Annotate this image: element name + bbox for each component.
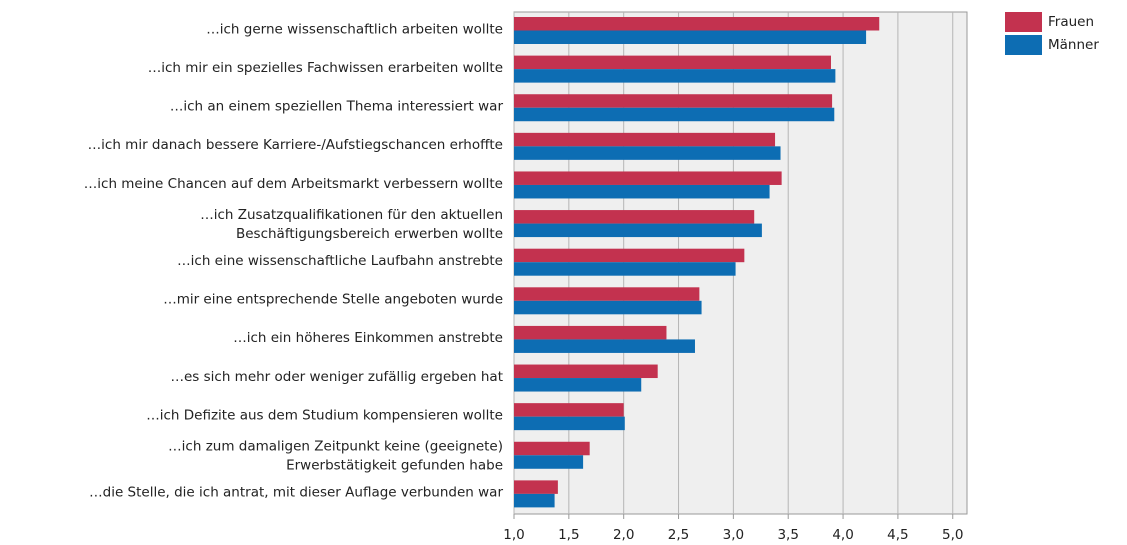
y-tick-label: …mir eine entsprechende Stelle angeboten… — [163, 292, 503, 308]
y-tick-label: …ich zum damaligen Zeitpunkt keine (geei… — [168, 439, 503, 455]
y-tick-label: Erwerbstätigkeit gefunden habe — [286, 458, 503, 474]
bar — [514, 55, 831, 70]
bar — [514, 480, 558, 494]
y-tick-label: …ich Zusatzqualifikationen für den aktue… — [200, 207, 503, 223]
legend-swatch — [1005, 35, 1042, 55]
x-tick-label: 4,0 — [832, 527, 853, 543]
bar — [514, 364, 658, 379]
bar — [514, 493, 555, 508]
y-tick-label: …ich mir ein spezielles Fachwissen erarb… — [148, 60, 503, 76]
bar — [514, 300, 702, 315]
y-tick-label: …ich gerne wissenschaftlich arbeiten wol… — [206, 21, 503, 37]
x-tick-label: 2,5 — [668, 527, 689, 543]
x-tick-label: 1,5 — [558, 527, 579, 543]
x-tick-label: 1,0 — [503, 527, 524, 543]
bar — [514, 378, 642, 392]
bar — [514, 184, 770, 199]
bar — [514, 146, 781, 160]
bar — [514, 248, 745, 263]
bar — [514, 403, 624, 417]
bar — [514, 94, 833, 108]
y-tick-label: …die Stelle, die ich antrat, mit dieser … — [89, 485, 503, 501]
bar — [514, 416, 625, 431]
x-tick-label: 3,5 — [777, 527, 798, 543]
legend-label: Männer — [1048, 37, 1099, 53]
x-tick-label: 2,0 — [613, 527, 634, 543]
y-tick-label: …ich an einem speziellen Thema interessi… — [170, 99, 504, 115]
bar — [514, 223, 762, 238]
legend-swatch — [1005, 12, 1042, 32]
y-tick-label: …es sich mehr oder weniger zufällig erge… — [170, 369, 503, 385]
x-tick-label: 3,0 — [723, 527, 744, 543]
y-tick-label: Beschäftigungsbereich erwerben wollte — [236, 226, 503, 242]
bar — [514, 107, 835, 122]
bar — [514, 262, 736, 276]
bar — [514, 30, 867, 44]
bar — [514, 441, 590, 456]
bar — [514, 325, 667, 340]
bar — [514, 171, 782, 185]
y-tick-label: …ich meine Chancen auf dem Arbeitsmarkt … — [84, 176, 503, 192]
bar — [514, 339, 695, 353]
bar — [514, 132, 776, 147]
bar — [514, 69, 836, 83]
bar — [514, 17, 880, 31]
x-tick-label: 5,0 — [942, 527, 963, 543]
y-tick-label: …ich Defizite aus dem Studium kompensier… — [146, 407, 503, 423]
bar — [514, 455, 584, 469]
y-tick-label: …ich ein höheres Einkommen anstrebte — [233, 330, 503, 346]
legend-label: Frauen — [1048, 14, 1094, 30]
bar — [514, 210, 755, 224]
y-tick-label: …ich eine wissenschaftliche Laufbahn ans… — [177, 253, 503, 269]
bar — [514, 287, 700, 301]
x-tick-label: 4,5 — [887, 527, 908, 543]
y-tick-label: …ich mir danach bessere Karriere-/Aufsti… — [88, 137, 503, 153]
